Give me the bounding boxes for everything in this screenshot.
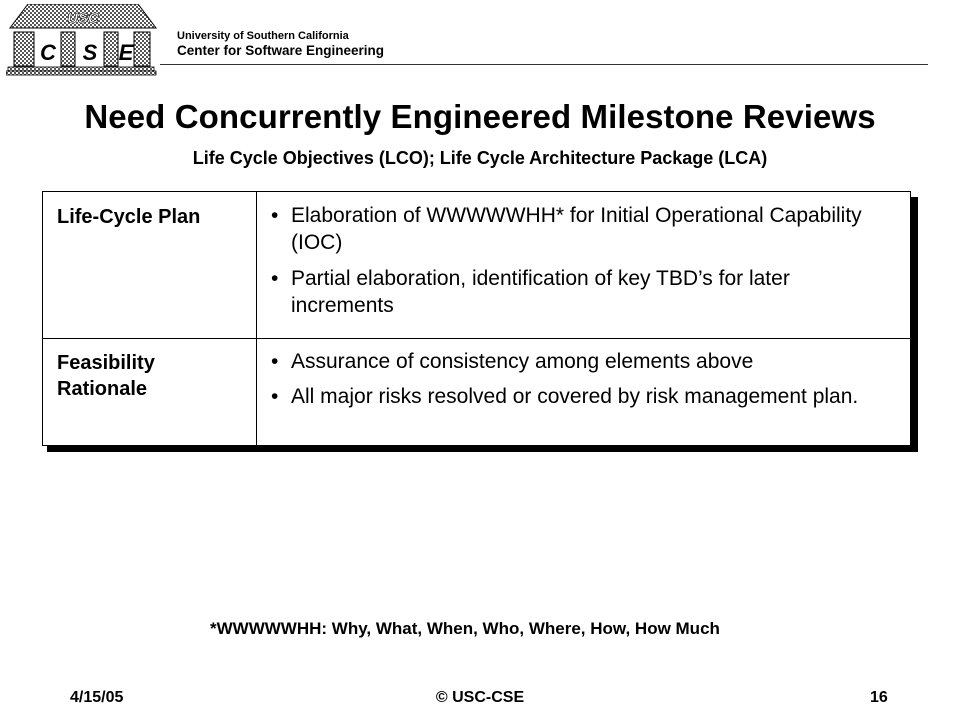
bullet-icon: • — [271, 350, 279, 373]
institution-block: University of Southern California Center… — [177, 30, 384, 58]
bullet-item: • Elaboration of WWWWWHH* for Initial Ope… — [271, 202, 896, 257]
center-name: Center for Software Engineering — [177, 42, 385, 58]
logo-letter-e: E — [119, 40, 135, 65]
bullet-item: • All major risks resolved or covered by … — [271, 383, 896, 410]
bullet-text: All major risks resolved or covered by r… — [291, 385, 859, 409]
footnote: *WWWWWHH: Why, What, When, Who, Where, H… — [210, 619, 720, 638]
bullet-text: Elaboration of WWWWWHH* for Initial Oper… — [291, 204, 862, 255]
row-label: Feasibility Rationale — [43, 338, 257, 446]
footer-page-number: 16 — [870, 689, 888, 706]
logo-letter-c: C — [40, 40, 57, 65]
bullet-icon: • — [271, 266, 279, 290]
row-content: • Assurance of consistency among elements… — [257, 338, 910, 446]
slide-title: Need Concurrently Engineered Milestone R… — [84, 98, 876, 135]
logo-graphic: USC C S E — [5, 3, 157, 76]
table-row-life-cycle-plan: Life-Cycle Plan • Elaboration of WWWWWHH*… — [43, 192, 910, 339]
footer-copyright: © USC-CSE — [435, 689, 525, 706]
row-content: • Elaboration of WWWWWHH* for Initial Ope… — [257, 192, 910, 338]
institution-name: University of Southern California — [177, 30, 349, 42]
header-divider — [160, 64, 928, 65]
slide-subtitle: Life Cycle Objectives (LCO); Life Cycle … — [192, 148, 768, 168]
bullet-item: • Assurance of consistency among elements… — [271, 348, 896, 375]
bullet-text: Partial elaboration, identification of k… — [291, 266, 790, 317]
usc-cse-logo: USC C S E — [5, 3, 158, 76]
table-row-feasibility-rationale: Feasibility Rationale • Assurance of cons… — [43, 338, 910, 446]
row-label: Life-Cycle Plan — [43, 192, 257, 338]
logo-letter-s: S — [83, 40, 98, 65]
logo-roof-text: USC — [67, 10, 100, 27]
milestone-table: Life-Cycle Plan • Elaboration of WWWWWHH*… — [42, 191, 911, 446]
bullet-item: • Partial elaboration, identification of … — [271, 265, 896, 320]
bullet-icon: • — [271, 385, 279, 409]
footer-date: 4/15/05 — [70, 689, 124, 706]
bullet-icon: • — [271, 204, 279, 227]
bullet-text: Assurance of consistency among elements … — [291, 350, 754, 373]
